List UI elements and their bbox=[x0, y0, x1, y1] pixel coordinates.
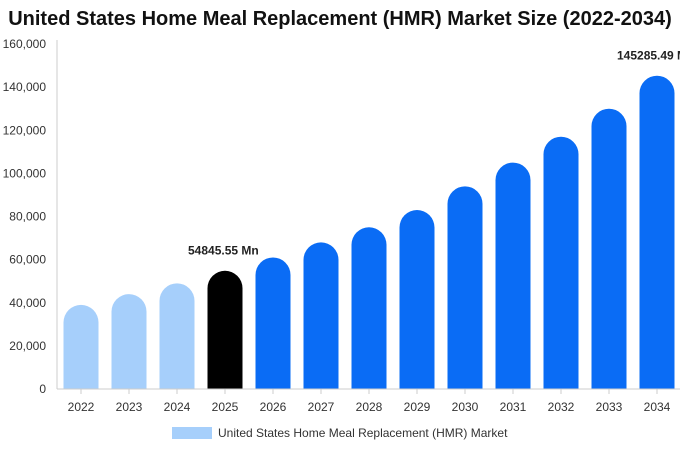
x-tick-label: 2024 bbox=[164, 400, 191, 414]
y-tick-label: 60,000 bbox=[9, 253, 46, 267]
bar-2027 bbox=[303, 242, 339, 389]
data-label-2025: 54845.55 Mn bbox=[188, 244, 259, 258]
x-tick-label: 2025 bbox=[212, 400, 239, 414]
bar-2030 bbox=[447, 186, 483, 389]
y-tick-label: 0 bbox=[39, 382, 46, 396]
bar-2032 bbox=[543, 136, 579, 389]
x-tick-label: 2023 bbox=[116, 400, 143, 414]
legend-swatch bbox=[172, 427, 212, 439]
x-tick-label: 2034 bbox=[644, 400, 671, 414]
bar-2023 bbox=[111, 294, 147, 389]
y-tick-label: 40,000 bbox=[9, 296, 46, 310]
x-tick-label: 2029 bbox=[404, 400, 431, 414]
legend: United States Home Meal Replacement (HMR… bbox=[172, 425, 507, 441]
bar-2031 bbox=[495, 162, 531, 389]
bar-2029 bbox=[399, 210, 435, 389]
bars-group bbox=[63, 75, 675, 390]
y-axis: 0 20,000 40,000 60,000 80,000 100,000 120,000 1… bbox=[3, 37, 58, 396]
y-tick-label: 160,000 bbox=[3, 37, 47, 51]
x-tick-label: 2028 bbox=[356, 400, 383, 414]
y-tick-label: 100,000 bbox=[3, 166, 47, 180]
bar-2026 bbox=[255, 257, 291, 389]
y-tick-label: 80,000 bbox=[9, 210, 46, 224]
x-tick-label: 2022 bbox=[68, 400, 95, 414]
chart-title: United States Home Meal Replacement (HMR… bbox=[8, 8, 672, 30]
y-tick-label: 140,000 bbox=[3, 80, 47, 94]
bar-2024 bbox=[159, 283, 195, 389]
x-tick-label: 2032 bbox=[548, 400, 575, 414]
legend-label: United States Home Meal Replacement (HMR… bbox=[218, 426, 508, 440]
data-label-2034: 145285.49 Mn bbox=[617, 49, 680, 63]
x-tick-label: 2031 bbox=[500, 400, 527, 414]
bar-2033 bbox=[591, 108, 627, 389]
x-axis: 2022 2023 2024 2025 2026 2027 2028 2029 2030 2031… bbox=[57, 388, 680, 414]
x-tick-label: 2026 bbox=[260, 400, 287, 414]
bar-2025 bbox=[207, 270, 243, 389]
y-tick-label: 120,000 bbox=[3, 123, 47, 137]
x-tick-label: 2030 bbox=[452, 400, 479, 414]
bar-2028 bbox=[351, 227, 387, 389]
data-labels: 54845.55 Mn 145285.49 Mn bbox=[188, 49, 680, 258]
bar-2034 bbox=[639, 75, 675, 390]
x-tick-label: 2027 bbox=[308, 400, 335, 414]
bar-2022 bbox=[63, 304, 99, 389]
y-tick-label: 20,000 bbox=[9, 339, 46, 353]
bar-chart-plot: 0 20,000 40,000 60,000 80,000 100,000 120,000 1… bbox=[3, 37, 680, 414]
x-tick-label: 2033 bbox=[596, 400, 623, 414]
